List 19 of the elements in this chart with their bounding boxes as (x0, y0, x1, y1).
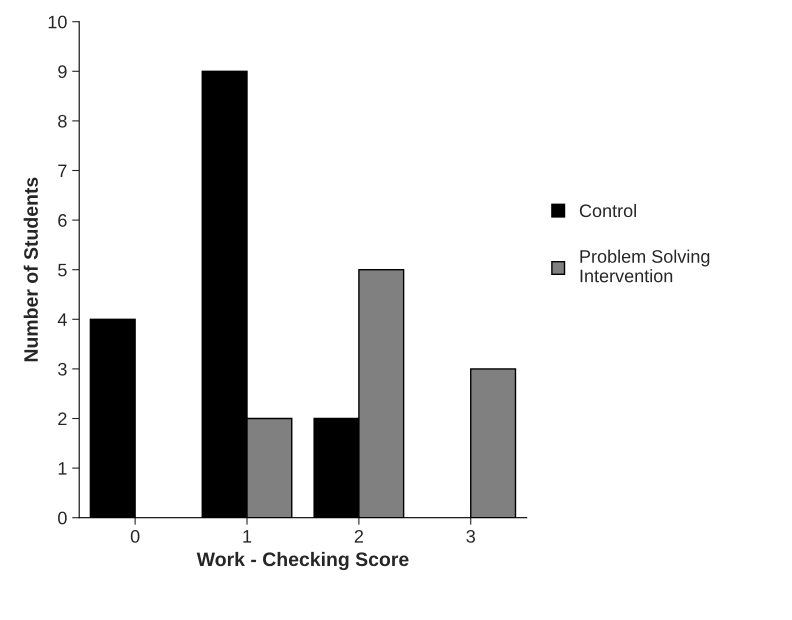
x-tick-label: 0 (130, 530, 140, 543)
y-tick-label: 0 (58, 512, 67, 524)
legend-label: Control (580, 204, 636, 218)
y-tick-label: 5 (58, 264, 67, 276)
y-axis-title: Number of Students (24, 178, 38, 362)
x-tick-label: 3 (466, 530, 475, 543)
y-tick-label: 9 (58, 65, 67, 78)
y-tick-label: 7 (58, 164, 66, 178)
y-tick-label: 6 (58, 214, 67, 227)
x-tick-label: 2 (354, 530, 363, 543)
y-tick-label: 4 (58, 313, 67, 326)
y-tick-label: 8 (58, 114, 67, 128)
x-tick-label: 1 (243, 530, 252, 543)
y-tick-label: 3 (58, 362, 67, 376)
x-axis-title: Work - Checking Score (196, 552, 409, 570)
legend-label: Problem Solving Intervention (580, 250, 710, 282)
y-tick-label: 2 (58, 412, 66, 426)
y-tick-label: 1 (58, 462, 67, 475)
y-tick-label: 10 (48, 16, 67, 28)
